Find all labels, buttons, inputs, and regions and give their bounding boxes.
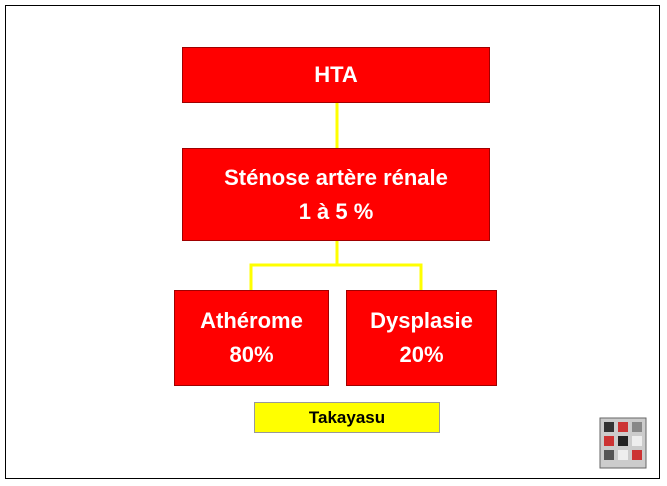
node-stenose: Sténose artère rénale 1 à 5 % (182, 148, 490, 241)
node-label: HTA (314, 62, 358, 87)
node-dysplasie: Dysplasie 20% (346, 290, 497, 386)
connector (249, 263, 423, 290)
node-label: 20% (399, 342, 444, 367)
node-label: Sténose artère rénale (224, 164, 448, 190)
node-label: Dysplasie (370, 308, 473, 333)
node-label: 80% (229, 342, 274, 367)
node-label: Athérome (200, 308, 303, 333)
note-takayasu: Takayasu (254, 402, 440, 433)
node-label: 1 à 5 % (298, 198, 374, 224)
slide-frame (5, 5, 660, 479)
node-atherome: Athérome 80% (174, 290, 329, 386)
cube-icon (599, 417, 647, 469)
node-hta: HTA (182, 47, 490, 103)
